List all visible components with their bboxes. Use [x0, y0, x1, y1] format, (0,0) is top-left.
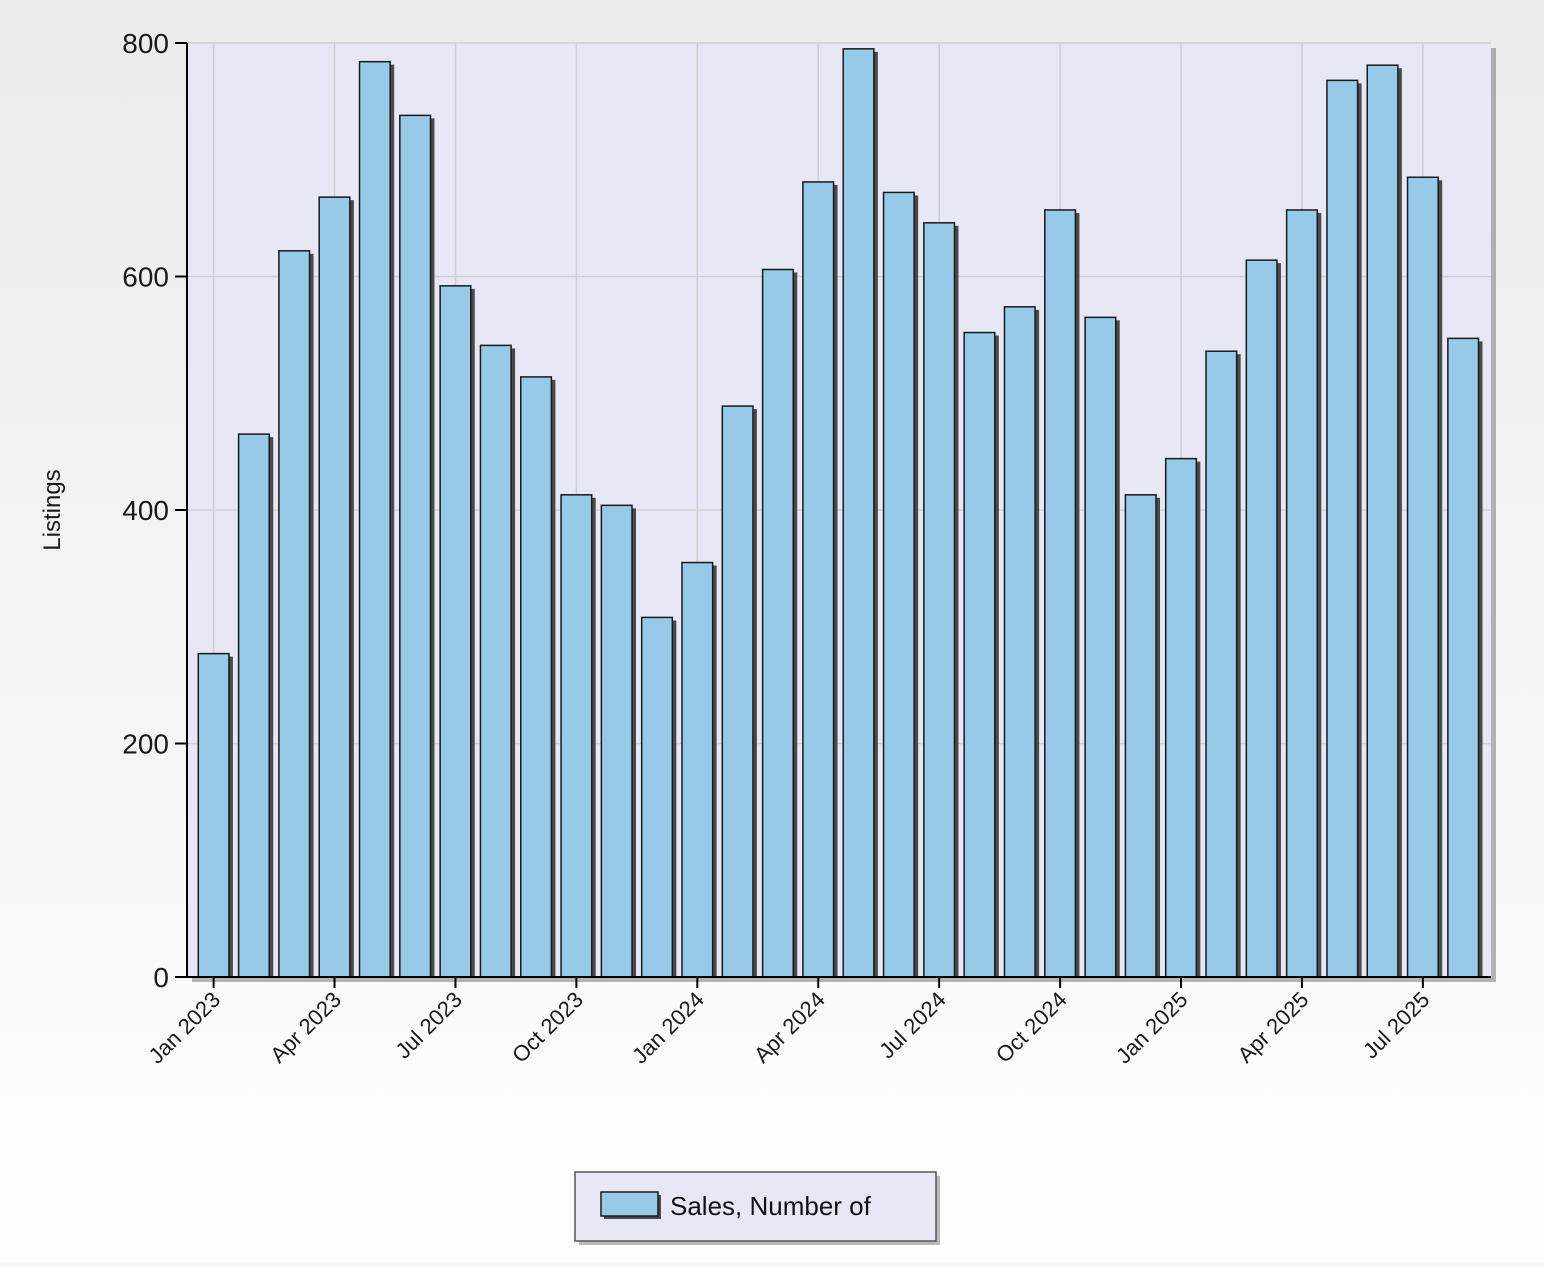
y-tick-label: 0 [153, 962, 169, 993]
bar [358, 60, 391, 978]
bar [197, 652, 230, 978]
bar [318, 196, 351, 978]
bar [681, 561, 714, 978]
y-axis-label: Listings [39, 469, 66, 550]
bar [560, 494, 593, 978]
bar [923, 222, 956, 978]
bar [479, 344, 512, 978]
bar [1326, 79, 1359, 978]
bar [761, 268, 794, 978]
bar [237, 433, 270, 978]
bar [640, 616, 674, 978]
bar [1406, 176, 1439, 978]
bar [399, 114, 432, 978]
bar [882, 191, 915, 978]
bar [1124, 494, 1157, 978]
bar [600, 504, 633, 978]
bar [1285, 209, 1319, 978]
bar [520, 376, 553, 978]
bar [1003, 306, 1036, 978]
bar [1205, 350, 1238, 978]
bar [1366, 64, 1399, 978]
y-tick-label: 800 [122, 28, 169, 59]
legend: Sales, Number of [574, 1171, 940, 1245]
y-tick-label: 600 [122, 262, 169, 293]
bar [1044, 209, 1077, 978]
legend-label: Sales, Number of [670, 1191, 872, 1221]
bar [439, 285, 472, 978]
bar [1245, 259, 1278, 978]
y-tick-label: 400 [122, 495, 169, 526]
bar [802, 181, 835, 978]
bar [1084, 316, 1117, 978]
bar [963, 331, 996, 978]
y-tick-label: 200 [122, 729, 169, 760]
bar [278, 250, 311, 978]
bar [842, 48, 875, 978]
bar [721, 405, 754, 978]
bar [1164, 457, 1198, 978]
bar [1447, 337, 1480, 978]
legend-swatch [600, 1191, 659, 1217]
